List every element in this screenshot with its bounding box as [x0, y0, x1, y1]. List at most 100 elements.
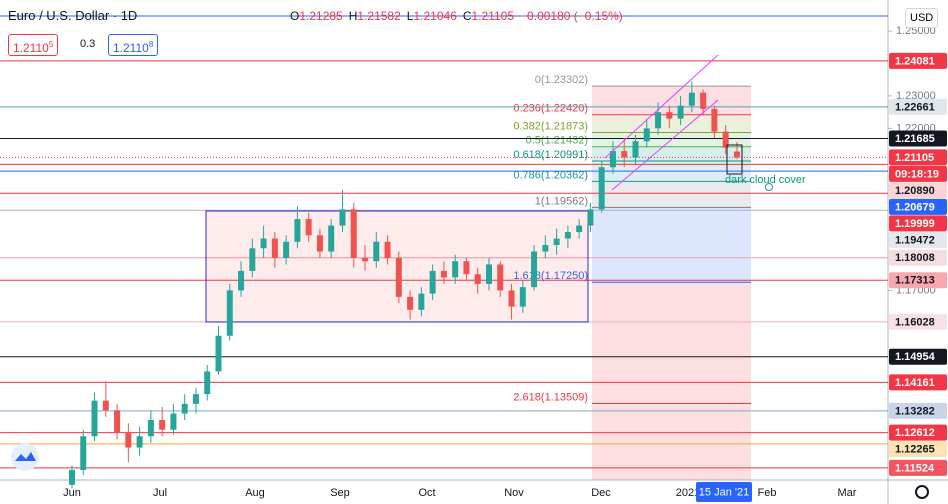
candle-body — [395, 257, 402, 297]
price-level-box — [889, 374, 947, 391]
candle-body — [485, 264, 492, 284]
candle-body — [80, 436, 87, 470]
candle-body — [384, 241, 391, 258]
candle-body — [204, 371, 211, 395]
fib-band — [592, 114, 751, 133]
buy-button[interactable]: 1.21108 — [108, 34, 159, 56]
candle-body — [474, 274, 481, 284]
price-level-text: 1.24081 — [895, 55, 935, 67]
price-level-tag: 1.13282 — [889, 402, 947, 419]
time-label: Aug — [245, 487, 265, 499]
candle-body — [238, 270, 245, 291]
candle-body — [677, 105, 684, 119]
time-label: 2021 — [676, 487, 700, 499]
fib-label: 0.5(1.21432) — [526, 135, 588, 147]
price-level-tag: 1.14954 — [889, 348, 947, 365]
symbol-title[interactable]: Euro / U.S. Dollar · 1D — [8, 8, 138, 23]
price-level-tag: 1.12612 — [889, 424, 947, 441]
price-level-text: 1.20890 — [895, 185, 935, 197]
price-level-text: 1.14161 — [895, 377, 935, 389]
candle-body — [170, 413, 177, 430]
candle-body — [440, 270, 447, 278]
price-level-tag: 1.24081 — [889, 52, 947, 69]
price-level-text: 1.19999 — [895, 218, 935, 230]
channel-line — [611, 99, 719, 191]
candle-body — [294, 219, 301, 242]
currency-selector[interactable]: USD — [905, 8, 939, 28]
price-level-box — [889, 402, 947, 419]
candle-body — [542, 245, 549, 252]
ohlc-key: C — [462, 9, 472, 23]
ohlc-key: L — [406, 9, 414, 23]
fib-label: 0.786(1.20362) — [513, 169, 588, 181]
y-tick-label: 1.23000 — [896, 90, 936, 102]
price-level-tag: 1.12265 — [889, 441, 947, 458]
spread: 0.3 — [80, 38, 96, 50]
price-level-tag: 1.21105 — [889, 149, 947, 166]
candle-body — [249, 248, 256, 271]
price-level-tag: 1.14161 — [889, 374, 947, 391]
candle-body — [215, 335, 222, 372]
candle-body — [192, 394, 199, 404]
sell-button[interactable]: 1.21105 — [8, 34, 59, 56]
y-tick-label: 1.25000 — [896, 25, 936, 37]
price-level-box — [889, 313, 947, 330]
candle-body — [69, 469, 75, 485]
candle-body — [632, 141, 639, 158]
ohlc-readout: O1.21285 H1.21582 L1.21046 C1.21105 −0.00180… — [290, 9, 623, 23]
price-level-tag: 1.20890 — [889, 182, 947, 199]
candle-body — [643, 128, 650, 142]
price-level-tag: 1.20679 — [889, 198, 947, 215]
time-label: Nov — [504, 487, 524, 499]
candle-body — [316, 235, 323, 252]
fib-band — [592, 181, 751, 208]
price-level-text: 1.17313 — [895, 275, 935, 287]
candle-body — [587, 209, 594, 226]
candle-body — [576, 225, 583, 233]
ohlc-value: 1.21046 — [413, 9, 457, 23]
price-level-text: 1.21105 — [895, 152, 934, 164]
candle-body — [114, 410, 121, 434]
fib-label: 0.236(1.22420) — [513, 103, 588, 115]
sell-pip: 5 — [48, 40, 54, 49]
candle-body — [91, 400, 98, 437]
price-level-box — [889, 272, 947, 289]
fib-band — [592, 403, 751, 480]
candle-body — [125, 433, 132, 448]
time-label: Jul — [153, 487, 167, 499]
candle-body — [609, 151, 616, 168]
ohlc-value: 1.21582 — [357, 9, 401, 23]
price-level-box — [889, 249, 947, 266]
candle-body — [328, 225, 335, 252]
fib-band — [592, 86, 751, 115]
countdown-text: 09:18:19 — [895, 168, 939, 180]
price-level-text: 1.14954 — [895, 351, 936, 363]
buy-pip: 8 — [148, 40, 154, 49]
candle-body — [666, 112, 673, 119]
candle-body — [598, 167, 605, 210]
price-level-box — [889, 424, 947, 441]
logo — [11, 443, 39, 471]
price-level-tag: 1.19999 — [889, 215, 947, 232]
candle-body — [373, 241, 380, 262]
candle-body — [621, 151, 628, 158]
price-level-tag: 1.11524 — [889, 459, 947, 476]
candle-body — [260, 238, 267, 249]
crosshair-date-box — [696, 482, 752, 502]
price-level-tag: 1.16028 — [889, 313, 947, 330]
time-label: Oct — [418, 487, 435, 499]
settings-gear[interactable] — [915, 485, 929, 499]
sell-price: 1.2110 — [13, 41, 49, 55]
time-label: Sep — [330, 487, 350, 499]
price-level-box — [889, 348, 947, 365]
candle-body — [655, 112, 662, 129]
price-level-text: 1.12612 — [895, 427, 935, 439]
fib-label: 0.382(1.21873) — [513, 120, 588, 132]
candle-body — [700, 92, 707, 109]
price-level-box — [889, 130, 947, 147]
candle-body — [136, 436, 143, 448]
candle-body — [271, 238, 278, 258]
countdown-tag: 09:18:19 — [889, 165, 947, 182]
fib-band — [592, 282, 751, 404]
